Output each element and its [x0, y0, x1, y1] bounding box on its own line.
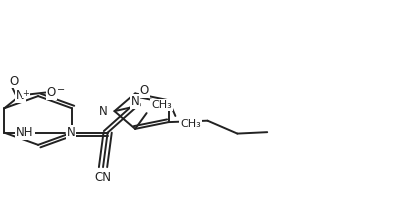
Text: CN: CN — [94, 171, 111, 184]
Text: NH: NH — [16, 126, 34, 139]
Text: CH₃: CH₃ — [151, 100, 172, 110]
Text: CH₃: CH₃ — [180, 119, 201, 129]
Text: O: O — [47, 86, 56, 99]
Text: O: O — [9, 75, 18, 87]
Text: N: N — [16, 89, 25, 102]
Text: O: O — [140, 84, 149, 97]
Text: N: N — [67, 126, 75, 139]
Text: +: + — [22, 89, 30, 98]
Text: N: N — [131, 95, 139, 108]
Text: −: − — [57, 85, 65, 95]
Text: N: N — [99, 105, 108, 118]
